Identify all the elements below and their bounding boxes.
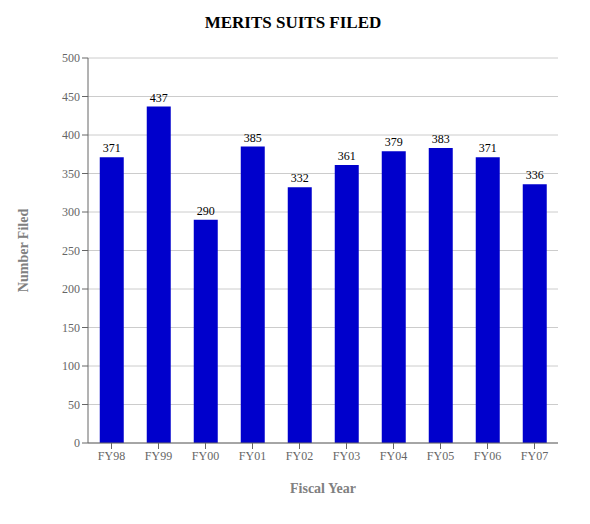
svg-text:361: 361 — [338, 149, 356, 163]
svg-text:200: 200 — [62, 282, 80, 296]
svg-text:Fiscal Year: Fiscal Year — [290, 481, 356, 496]
svg-text:0: 0 — [74, 436, 80, 450]
svg-text:FY04: FY04 — [380, 449, 407, 463]
svg-text:FY00: FY00 — [192, 449, 219, 463]
svg-text:350: 350 — [62, 167, 80, 181]
svg-text:385: 385 — [244, 131, 262, 145]
svg-text:FY01: FY01 — [239, 449, 266, 463]
svg-text:332: 332 — [291, 171, 309, 185]
svg-text:379: 379 — [385, 135, 403, 149]
svg-text:290: 290 — [197, 204, 215, 218]
html-text:MERITS SUITS FILED: MERITS SUITS FILED — [204, 13, 382, 32]
svg-text:FY02: FY02 — [286, 449, 313, 463]
svg-text:450: 450 — [62, 90, 80, 104]
svg-text:250: 250 — [62, 244, 80, 258]
svg-text:FY03: FY03 — [333, 449, 360, 463]
svg-text:FY05: FY05 — [427, 449, 454, 463]
svg-text:400: 400 — [62, 128, 80, 142]
svg-text:FY07: FY07 — [521, 449, 548, 463]
svg-text:FY99: FY99 — [145, 449, 172, 463]
svg-text:500: 500 — [62, 51, 80, 65]
svg-text:371: 371 — [103, 141, 121, 155]
svg-text:336: 336 — [526, 168, 544, 182]
svg-text:Number Filed: Number Filed — [16, 209, 31, 293]
svg-text:50: 50 — [68, 398, 80, 412]
svg-text:383: 383 — [432, 132, 450, 146]
svg-text:300: 300 — [62, 205, 80, 219]
svg-text:371: 371 — [479, 141, 497, 155]
svg-text:FY98: FY98 — [98, 449, 125, 463]
svg-text:437: 437 — [150, 91, 168, 105]
svg-text:100: 100 — [62, 359, 80, 373]
svg-text:FY06: FY06 — [474, 449, 501, 463]
svg-text:150: 150 — [62, 321, 80, 335]
